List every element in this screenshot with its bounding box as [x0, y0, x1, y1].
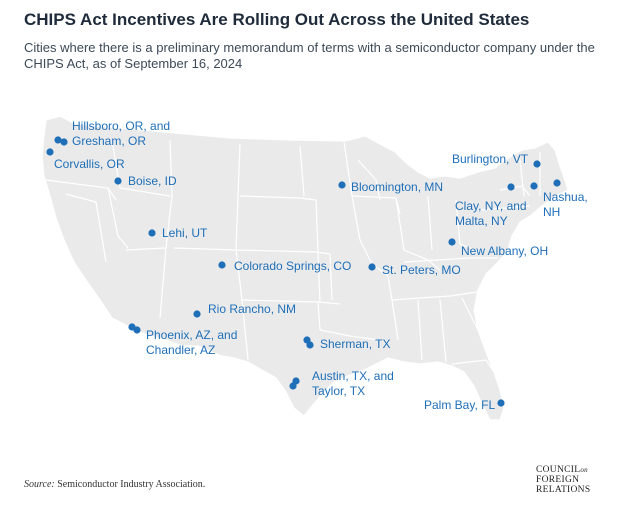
location-labels: Hillsboro, OR, and Gresham, OR Corvallis, … [54, 119, 588, 412]
location-label-line: Malta, NY [455, 214, 508, 228]
state-borders [45, 139, 541, 373]
location-marker [306, 341, 314, 349]
location-marker [497, 399, 505, 407]
location-label: New Albany, OH [461, 244, 548, 258]
location-label-line: St. Peters, MO [382, 263, 461, 277]
location-marker [54, 136, 62, 144]
location-marker [553, 179, 561, 187]
location-label-line: Palm Bay, FL [424, 398, 495, 412]
us-landmass [41, 115, 569, 421]
location-label-line: Colorado Springs, CO [234, 259, 351, 273]
location-label-line: NH [543, 205, 560, 219]
location-label: Hillsboro, OR, and Gresham, OR [72, 119, 170, 148]
location-label: Phoenix, AZ, and Chandler, AZ [146, 328, 237, 357]
logo-line3: RELATIONS [536, 485, 591, 495]
location-label-line: Nashua, [543, 190, 588, 204]
location-label-line: Hillsboro, OR, and [72, 119, 170, 133]
location-label: Austin, TX, and Taylor, TX [312, 369, 394, 398]
cfr-logo: COUNCILon FOREIGN RELATIONS [536, 465, 616, 495]
location-marker [60, 138, 68, 146]
location-label-line: Taylor, TX [312, 384, 365, 398]
location-marker [338, 181, 346, 189]
location-label: Nashua, NH [543, 190, 588, 219]
location-marker [530, 182, 538, 190]
map-title: CHIPS Act Incentives Are Rolling Out Acr… [24, 10, 530, 29]
location-marker [114, 177, 122, 185]
location-marker [46, 148, 54, 156]
location-label-line: Burlington, VT [452, 152, 529, 166]
location-label-line: Phoenix, AZ, and [146, 328, 237, 342]
us-outline [41, 115, 569, 421]
location-marker [133, 326, 141, 334]
source-note: Source: Semiconductor Industry Associati… [24, 479, 205, 490]
location-label-line: Sherman, TX [320, 337, 390, 351]
location-marker [148, 229, 156, 237]
location-label: Rio Rancho, NM [208, 302, 296, 316]
location-label-line: Gresham, OR [72, 134, 146, 148]
location-label-line: Bloomington, MN [351, 180, 443, 194]
location-label-line: New Albany, OH [461, 244, 548, 258]
logo-line1: COUNCIL [536, 465, 581, 475]
location-label-line: Boise, ID [128, 174, 177, 188]
location-label: Sherman, TX [320, 337, 390, 351]
location-label: Lehi, UT [162, 226, 208, 240]
map-subtitle: Cities where there is a preliminary memo… [24, 40, 595, 71]
location-marker [193, 310, 201, 318]
location-label: Corvallis, OR [54, 157, 125, 171]
location-marker [507, 183, 515, 191]
location-label: Colorado Springs, CO [234, 259, 351, 273]
location-marker [289, 382, 297, 390]
logo-on: on [580, 466, 588, 474]
location-label-line: Austin, TX, and [312, 369, 394, 383]
source-prefix: Source: [24, 479, 55, 490]
location-label-line: Clay, NY, and [455, 199, 527, 213]
location-label-line: Corvallis, OR [54, 157, 125, 171]
location-label-line: Chandler, AZ [146, 343, 215, 357]
location-label: Clay, NY, and Malta, NY [455, 199, 527, 228]
location-marker [448, 238, 456, 246]
location-marker [533, 160, 541, 168]
location-marker [218, 261, 226, 269]
location-label-line: Rio Rancho, NM [208, 302, 296, 316]
location-label: Bloomington, MN [351, 180, 443, 194]
source-text: Semiconductor Industry Association. [54, 479, 206, 490]
location-label: St. Peters, MO [382, 263, 461, 277]
location-label-line: Lehi, UT [162, 226, 208, 240]
location-label: Boise, ID [128, 174, 177, 188]
location-label: Palm Bay, FL [424, 398, 495, 412]
location-label: Burlington, VT [452, 152, 529, 166]
location-markers [46, 136, 561, 407]
location-marker [368, 263, 376, 271]
logo-line2: FOREIGN [536, 475, 580, 485]
